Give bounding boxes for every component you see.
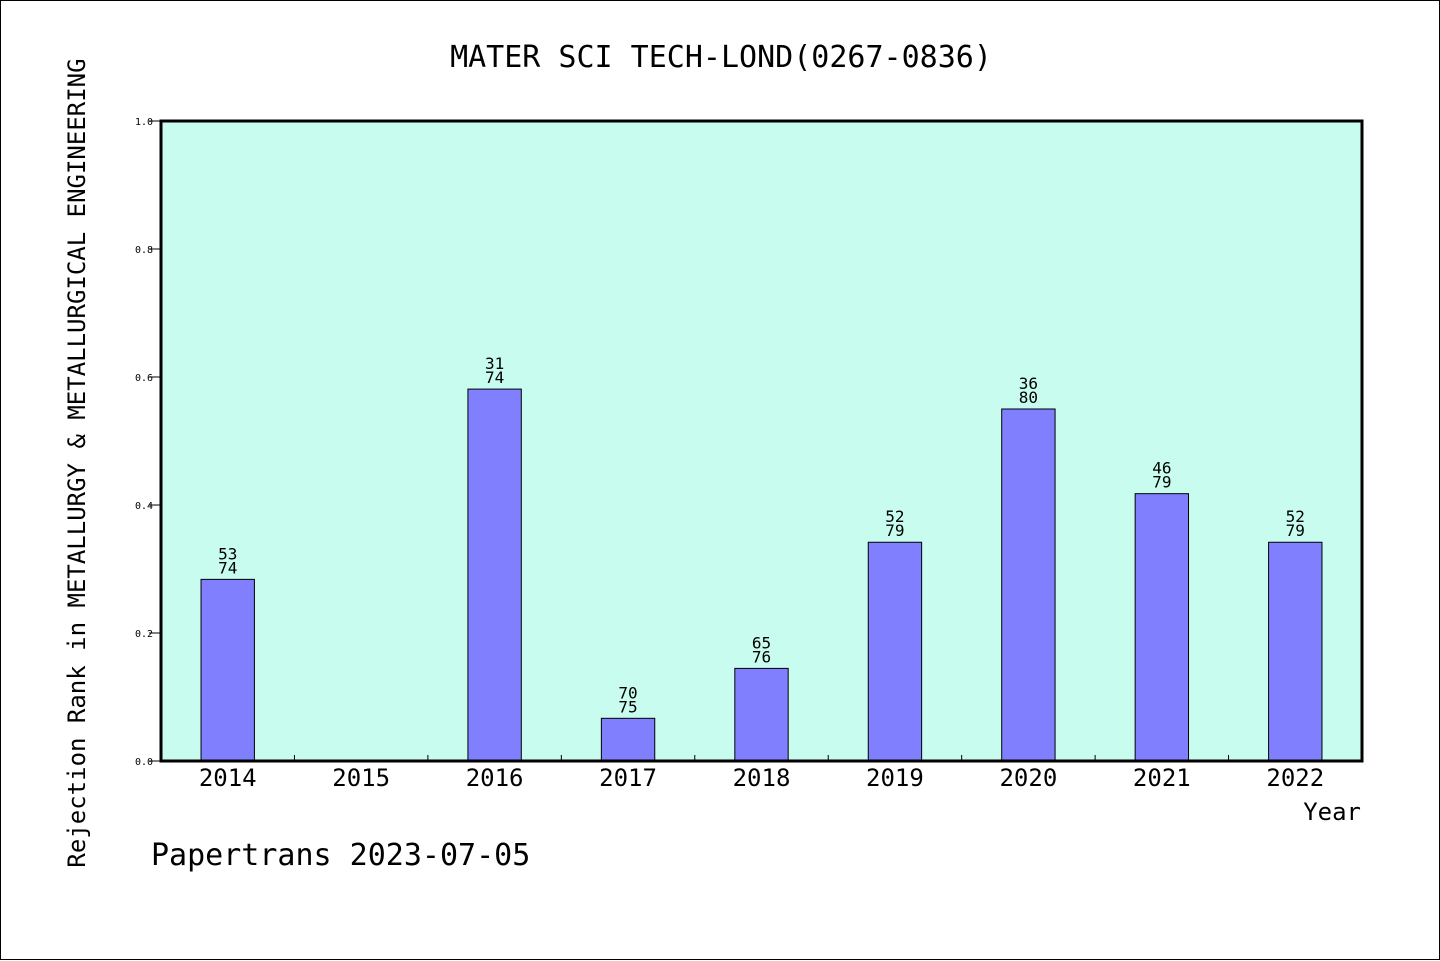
y-tick-label: 0.4 [135,501,153,512]
bar-2020 [1001,408,1056,762]
data-label-total: 74 [485,368,504,387]
data-label-total: 79 [1286,521,1305,540]
x-tick-label: 2015 [332,764,390,792]
x-axis-label: Year [1303,798,1361,826]
data-label-total: 75 [618,697,637,716]
data-label-rank: 65 [752,633,771,652]
bar-2018 [734,667,789,762]
y-axis-label: Rejection Rank in METALLURGY & METALLURG… [63,58,91,867]
plot-border [159,119,1364,763]
data-label-total: 79 [885,521,904,540]
y-tick-label: 0.6 [135,373,153,384]
data-label-rank: 36 [1019,374,1038,393]
x-tick-label: 2021 [1133,764,1191,792]
bar-2014 [200,578,255,762]
data-label-rank: 46 [1152,459,1171,478]
x-tick-label: 2016 [466,764,524,792]
y-tick-label: 0.0 [135,757,153,768]
footer-text: Papertrans 2023-07-05 [151,838,530,873]
x-tick-label: 2020 [999,764,1057,792]
y-tick-label: 1.0 [135,117,153,128]
data-label-rank: 52 [885,507,904,526]
y-tick-label: 0.8 [135,245,153,256]
data-label-rank: 70 [618,683,637,702]
x-tick-label: 2022 [1266,764,1324,792]
data-label-rank: 53 [218,544,237,563]
data-label-rank: 31 [485,354,504,373]
data-label-total: 79 [1152,473,1171,492]
bar-2022 [1268,541,1323,762]
data-label-total: 80 [1019,388,1038,407]
y-tick-label: 0.2 [135,629,153,640]
y-ticks-group: 0.0 0.2 0.4 0.6 0.8 1.0 [135,117,161,768]
chart-title: MATER SCI TECH-LOND(0267-0836) [450,40,992,75]
x-tick-label: 2017 [599,764,657,792]
x-tick-label: 2014 [199,764,257,792]
bar-2021 [1134,493,1190,762]
bar-2019 [867,541,923,762]
x-ticks-group: 2014 2015 2016 2017 2018 2019 2020 2021 2022 [199,755,1324,792]
bar-2017 [600,717,656,762]
x-tick-label: 2019 [866,764,924,792]
data-label-total: 76 [752,647,771,666]
x-tick-label: 2018 [733,764,791,792]
bar-2016 [467,388,522,762]
data-label-rank: 52 [1286,507,1305,526]
data-label-total: 74 [218,558,237,577]
